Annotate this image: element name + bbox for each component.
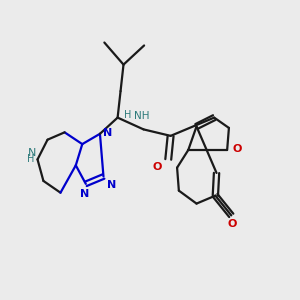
- Text: O: O: [152, 162, 162, 172]
- Text: N: N: [80, 189, 89, 199]
- Text: NH: NH: [134, 111, 150, 121]
- Text: N: N: [107, 180, 116, 190]
- Text: O: O: [227, 219, 236, 229]
- Text: O: O: [232, 143, 242, 154]
- Text: H: H: [124, 110, 131, 120]
- Text: N: N: [28, 148, 37, 158]
- Text: N: N: [103, 128, 112, 138]
- Text: H: H: [27, 154, 34, 164]
